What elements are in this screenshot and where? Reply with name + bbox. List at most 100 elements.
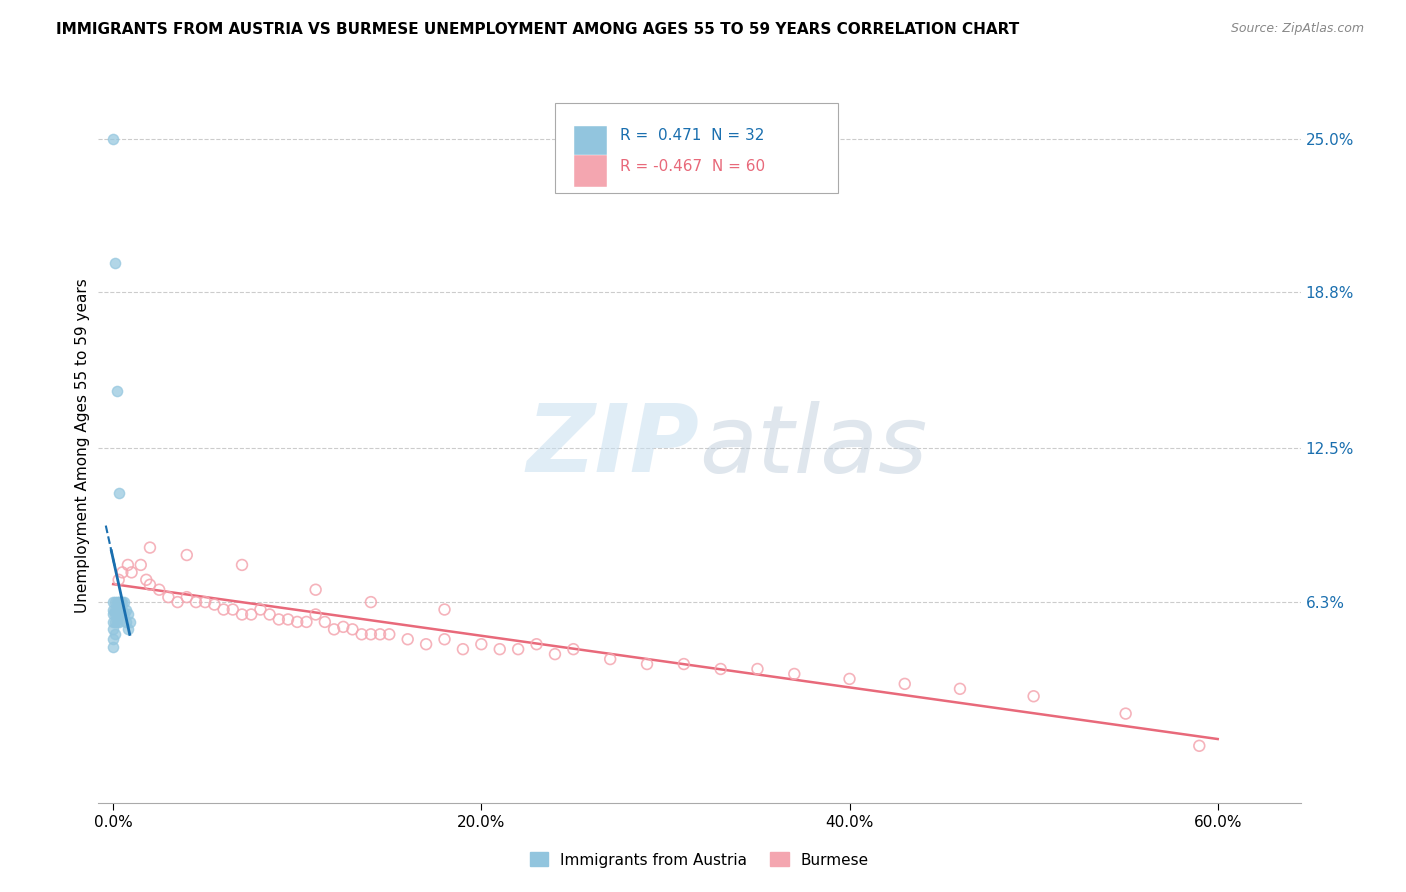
Point [112, 595, 135, 609]
Point [101, 602, 124, 616]
Point [1022, 690, 1045, 704]
Point [562, 642, 585, 657]
Text: IMMIGRANTS FROM AUSTRIA VS BURMESE UNEMPLOYMENT AMONG AGES 55 TO 59 YEARS CORREL: IMMIGRANTS FROM AUSTRIA VS BURMESE UNEMP… [56, 22, 1019, 37]
FancyBboxPatch shape [555, 103, 838, 193]
Point [104, 595, 127, 609]
Point [139, 578, 162, 592]
Point [470, 637, 492, 651]
Text: R = -0.467  N = 60: R = -0.467 N = 60 [620, 159, 765, 174]
Point [107, 486, 129, 500]
Text: atlas: atlas [700, 401, 928, 491]
Point [672, 657, 695, 671]
Point [101, 640, 124, 654]
Point [117, 623, 139, 637]
Point [305, 582, 328, 597]
Point [360, 595, 382, 609]
Point [893, 677, 915, 691]
Point [259, 607, 281, 622]
Point [129, 558, 152, 572]
Point [148, 582, 170, 597]
FancyBboxPatch shape [575, 155, 607, 186]
Point [107, 595, 129, 609]
Point [747, 662, 769, 676]
Point [314, 615, 336, 629]
Point [112, 607, 135, 622]
Point [1115, 706, 1137, 721]
Point [105, 615, 128, 629]
Point [433, 602, 456, 616]
Point [166, 595, 188, 609]
Point [117, 558, 139, 572]
Point [101, 615, 124, 629]
Point [115, 615, 138, 629]
Point [107, 602, 129, 616]
Point [139, 541, 162, 555]
Point [202, 598, 225, 612]
Point [111, 602, 134, 616]
Point [1188, 739, 1211, 753]
Point [101, 623, 124, 637]
Point [118, 615, 141, 629]
Text: ZIP: ZIP [527, 400, 700, 492]
Point [115, 602, 138, 616]
Point [342, 623, 364, 637]
Point [176, 590, 198, 604]
Point [433, 632, 456, 647]
Text: Source: ZipAtlas.com: Source: ZipAtlas.com [1230, 22, 1364, 36]
Point [231, 558, 253, 572]
Point [305, 607, 328, 622]
Point [110, 595, 132, 609]
Point [107, 573, 129, 587]
Point [105, 595, 128, 609]
Point [105, 602, 128, 616]
Point [295, 615, 318, 629]
FancyBboxPatch shape [575, 126, 607, 157]
Point [212, 602, 235, 616]
Text: R =  0.471  N = 32: R = 0.471 N = 32 [620, 128, 765, 144]
Point [157, 590, 180, 604]
Point [184, 595, 207, 609]
Point [117, 607, 139, 622]
Point [636, 657, 658, 671]
Point [104, 602, 127, 616]
Point [488, 642, 510, 657]
Point [105, 607, 128, 622]
Point [396, 632, 419, 647]
Point [110, 607, 132, 622]
Point [105, 384, 128, 399]
Point [332, 620, 354, 634]
Point [176, 548, 198, 562]
Point [599, 652, 621, 666]
Point [360, 627, 382, 641]
Point [949, 681, 972, 696]
Point [104, 607, 127, 622]
Point [110, 602, 132, 616]
Point [526, 637, 548, 651]
Point [368, 627, 391, 641]
Point [277, 612, 299, 626]
Point [415, 637, 437, 651]
Point [107, 615, 129, 629]
Point [285, 615, 308, 629]
Point [710, 662, 733, 676]
Point [378, 627, 401, 641]
Point [267, 612, 290, 626]
Point [350, 627, 373, 641]
Point [135, 573, 157, 587]
Point [111, 566, 134, 580]
Point [508, 642, 530, 657]
Point [101, 595, 124, 609]
Point [121, 566, 143, 580]
Point [249, 602, 271, 616]
Point [838, 672, 860, 686]
Y-axis label: Unemployment Among Ages 55 to 59 years: Unemployment Among Ages 55 to 59 years [75, 278, 90, 614]
Point [104, 255, 127, 269]
Point [240, 607, 263, 622]
Point [104, 615, 127, 629]
Point [107, 607, 129, 622]
Point [194, 595, 217, 609]
Point [222, 602, 245, 616]
Legend: Immigrants from Austria, Burmese: Immigrants from Austria, Burmese [524, 847, 875, 873]
Point [111, 595, 134, 609]
Point [101, 132, 124, 146]
